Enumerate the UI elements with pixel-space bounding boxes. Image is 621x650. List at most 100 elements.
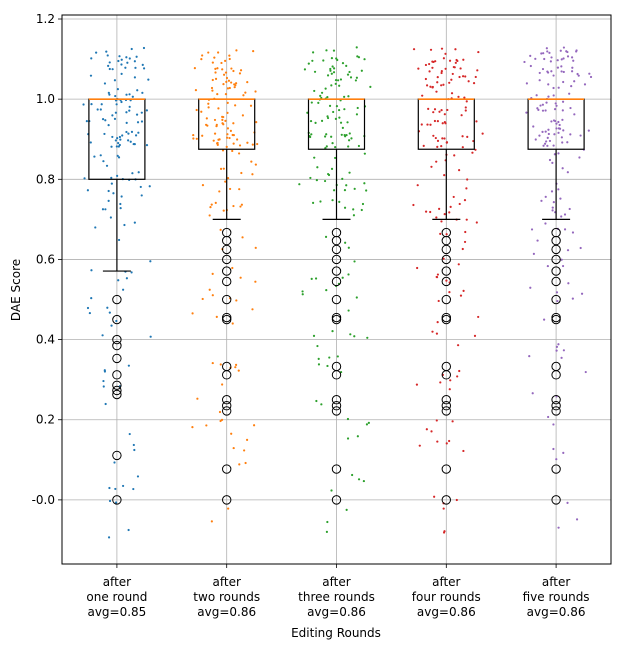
jitter-point [128,109,131,112]
jitter-point [356,106,359,110]
jitter-point [436,81,439,84]
jitter-point [355,46,358,49]
jitter-point [117,279,120,282]
jitter-point [210,86,214,90]
jitter-point [306,111,309,114]
jitter-point [431,85,434,89]
jitter-point [335,57,338,60]
jitter-point [208,214,211,217]
jitter-point [547,95,550,98]
jitter-point [317,101,320,104]
jitter-point [464,106,467,109]
outlier-marker [222,401,232,411]
jitter-point [114,111,117,114]
jitter-point [194,89,198,92]
jitter-point [301,290,304,293]
jitter-point [201,134,204,137]
jitter-point [345,64,348,67]
jitter-point [104,402,107,406]
jitter-point [108,67,111,71]
outlier-marker [551,464,561,474]
jitter-point [566,141,569,144]
outlier-marker [331,254,342,265]
jitter-point [424,63,428,67]
jitter-point [140,120,144,123]
jitter-point [200,58,203,61]
jitter-point [562,70,565,74]
jitter-point [439,232,442,235]
jitter-point [332,67,336,70]
jitter-point [584,370,587,374]
jitter-point [228,136,231,140]
jitter-point [127,132,130,135]
jitter-point [436,145,439,149]
jitter-point [448,388,451,391]
jitter-point [456,344,460,347]
jitter-point [224,93,228,96]
jitter-point [221,68,224,71]
jitter-point [346,437,350,440]
jitter-point [418,444,421,447]
jitter-point [555,104,558,107]
grid-layer [62,15,611,564]
jitter-point [214,71,217,74]
jitter-point [121,484,125,488]
jitter-point [338,116,341,119]
jitter-point [147,78,150,81]
outlier-marker [331,276,342,287]
jitter-point [528,355,531,358]
jitter-point [214,67,217,70]
outlier-marker [112,334,122,345]
jitter-point [459,67,462,70]
jitter-point [547,132,550,136]
jitter-point [221,115,224,118]
jitter-point [326,96,329,99]
jitter-point [331,141,334,145]
jitter-point [88,311,91,315]
jitter-point [141,91,144,94]
jitter-point [331,329,334,333]
jitter-point [334,82,337,85]
jitter-point [353,187,356,190]
jitter-point [118,135,122,139]
jitter-point [124,66,127,69]
jitter-point [442,507,445,510]
jitter-point [332,110,335,114]
jitter-point [541,130,544,133]
jitter-point [458,75,461,79]
jitter-point [254,90,257,93]
jitter-point [420,123,423,126]
jitter-point [226,177,230,180]
jitter-point [102,385,105,388]
outlier-marker [441,244,451,255]
jitter-point [101,334,104,337]
jitter-point [244,91,247,94]
jitter-point [454,48,457,51]
outlier-marker [551,254,561,265]
jitter-point [536,107,539,110]
jitter-point [334,117,337,120]
jitter-point [536,239,539,242]
jitter-point [130,47,133,51]
outlier-marker [222,464,232,474]
jitter-point [436,76,439,79]
jitter-point [546,136,549,139]
jitter-point [149,260,152,263]
jitter-point [116,88,119,91]
jitter-point [343,189,347,192]
jitter-point [201,184,205,187]
jitter-point [140,194,143,197]
jitter-point [561,109,564,112]
jitter-point [128,105,131,108]
jitter-point [228,54,231,57]
jitter-layer [82,46,593,539]
jitter-point [424,210,428,213]
jitter-point [439,381,442,384]
jitter-point [218,410,222,414]
jitter-point [341,62,345,65]
jitter-point [440,220,443,223]
jitter-point [456,59,459,63]
x-tick-label-line3: avg=0.86 [417,605,476,619]
